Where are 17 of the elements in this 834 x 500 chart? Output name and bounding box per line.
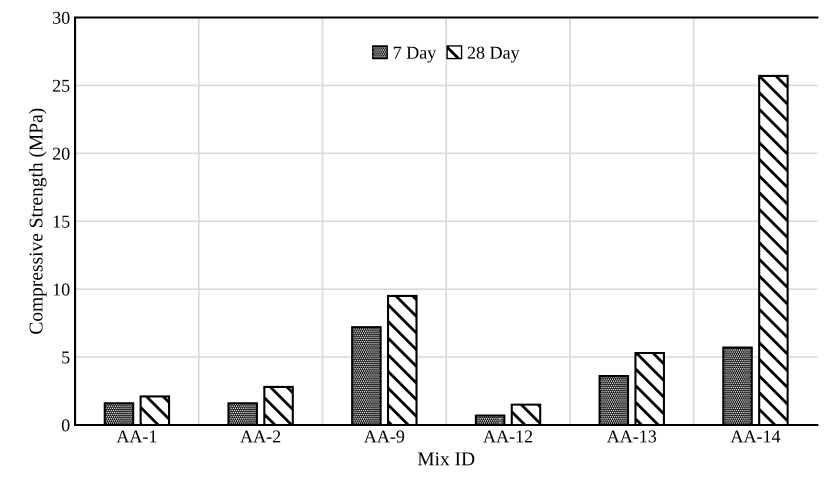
y-tick-label: 10 (54, 283, 70, 296)
y-tick-label: 25 (52, 80, 70, 92)
legend-label: 28 Day (468, 46, 520, 63)
y-tick-label: 20 (52, 148, 70, 160)
y-tick-label: 15 (54, 216, 70, 228)
y-tick-label: 30 (53, 12, 70, 24)
x-axis-title: Mix ID (418, 452, 474, 466)
y-tick-label: 0 (62, 419, 70, 432)
x-tick-label: AA-1 (116, 430, 156, 442)
y-tick-label: 5 (62, 352, 70, 364)
y-axis-title: Compressive Strength (MPa) (28, 108, 47, 334)
x-tick-label: AA-13 (606, 430, 656, 443)
x-tick-label: AA-2 (240, 430, 280, 442)
x-tick-label: AA-14 (730, 430, 780, 442)
legend-label: 7 Day (394, 46, 436, 63)
x-tick-label: AA-9 (364, 430, 404, 443)
x-tick-label: AA-12 (483, 430, 532, 442)
